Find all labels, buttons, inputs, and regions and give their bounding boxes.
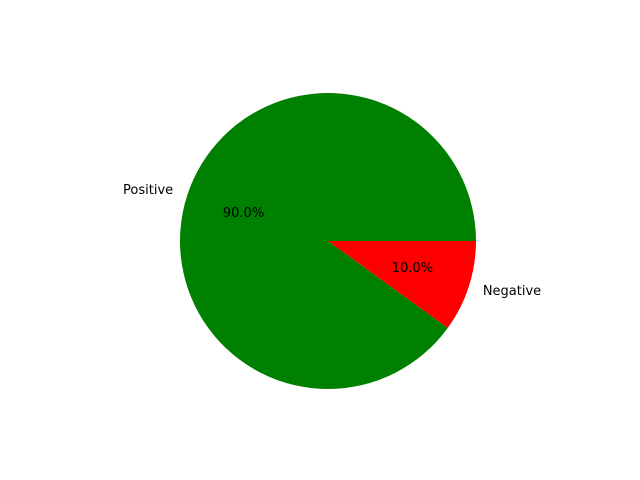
slice-label-negative: Negative bbox=[483, 284, 541, 299]
slice-percent-negative: 10.0% bbox=[392, 261, 433, 276]
slice-percent-positive: 90.0% bbox=[223, 206, 264, 221]
pie-slice-negative bbox=[328, 241, 476, 328]
pie-slices bbox=[180, 92, 476, 389]
pie-labels: Positive 90.0% Negative 10.0% bbox=[123, 183, 541, 299]
slice-label-positive: Positive bbox=[123, 183, 173, 198]
